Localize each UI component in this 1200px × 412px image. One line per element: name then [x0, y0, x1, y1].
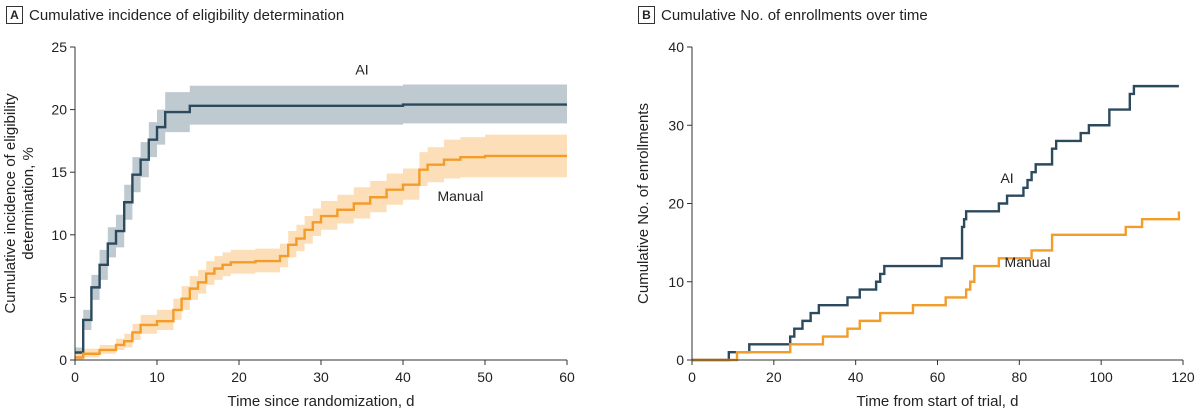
panel-b-letter: B [638, 6, 655, 24]
panel-a-manual-label: Manual [437, 188, 483, 204]
panel-a-manual-ci-band [75, 134, 567, 360]
panel-b-y-tick-label: 10 [668, 274, 684, 290]
panel-a-y-tick-label: 20 [51, 102, 67, 118]
panel-b-y-axis-title: Cumulative No. of enrollments [635, 103, 652, 304]
panel-a-x-tick-label: 40 [395, 369, 411, 385]
panel-b-chart: 0 20 40 60 80 100 120 0 10 20 30 40 Time from start … [635, 39, 1195, 410]
panel-b-x-axis-title: Time from start of trial, d [857, 393, 1019, 410]
panel-a-header: A Cumulative incidence of eligibility de… [6, 6, 344, 24]
panel-b-x-tick-label: 120 [1171, 369, 1195, 385]
panel-b-x-tick-label: 20 [766, 369, 782, 385]
panel-a-x-tick-label: 0 [71, 369, 79, 385]
panel-a-x-axis-title: Time since randomization, d [227, 393, 414, 410]
panel-b-y-tick-label: 20 [668, 196, 684, 212]
panel-a-x-tick-label: 60 [559, 369, 575, 385]
panel-b-y-tick-label: 40 [668, 39, 684, 55]
panel-a-ai-line [75, 103, 567, 354]
panel-b-y-tick-label: 0 [676, 352, 684, 368]
panel-a-chart: 0 10 20 30 40 50 60 0 5 10 15 20 25 Time since random… [2, 39, 575, 410]
panel-a-ai-ci-band [75, 84, 567, 357]
panel-b-y-tick-label: 30 [668, 117, 684, 133]
panel-a-y-tick-label: 5 [59, 289, 67, 305]
panel-b-x-tick-label: 0 [688, 369, 696, 385]
panel-b-ai-line [692, 84, 1179, 362]
panel-a-y-tick-label: 0 [59, 352, 67, 368]
panel-a-x-tick-label: 50 [477, 369, 493, 385]
panel-a-y-axis-title-line-2: determination, % [20, 147, 37, 260]
panel-b-x-tick-label: 40 [848, 369, 864, 385]
panel-a-letter: A [6, 6, 23, 24]
panel-b-header: B Cumulative No. of enrollments over tim… [638, 6, 928, 24]
panel-a-manual-line [75, 154, 567, 359]
panel-a-y-tick-label: 10 [51, 227, 67, 243]
panel-a-title: Cumulative incidence of eligibility dete… [29, 6, 345, 24]
panel-a-y-axis-title-line-1: Cumulative incidence of eligibility [2, 93, 19, 314]
panel-b-x-tick-label: 80 [1012, 369, 1028, 385]
panel-b-title: Cumulative No. of enrollments over time [661, 6, 928, 24]
panel-b-x-tick-label: 100 [1089, 369, 1113, 385]
panel-b-manual-line [692, 211, 1181, 362]
panel-b-ai-label: AI [1000, 170, 1013, 186]
panel-a-x-tick-label: 30 [313, 369, 329, 385]
panel-a-x-tick-label: 20 [231, 369, 247, 385]
panel-b-x-tick-label: 60 [930, 369, 946, 385]
panel-b-manual-label: Manual [1005, 254, 1051, 270]
panel-a-y-tick-label: 25 [51, 39, 67, 55]
panel-a-ai-label: AI [355, 62, 368, 78]
panel-a-y-tick-label: 15 [51, 164, 67, 180]
panel-a-x-tick-label: 10 [149, 369, 165, 385]
